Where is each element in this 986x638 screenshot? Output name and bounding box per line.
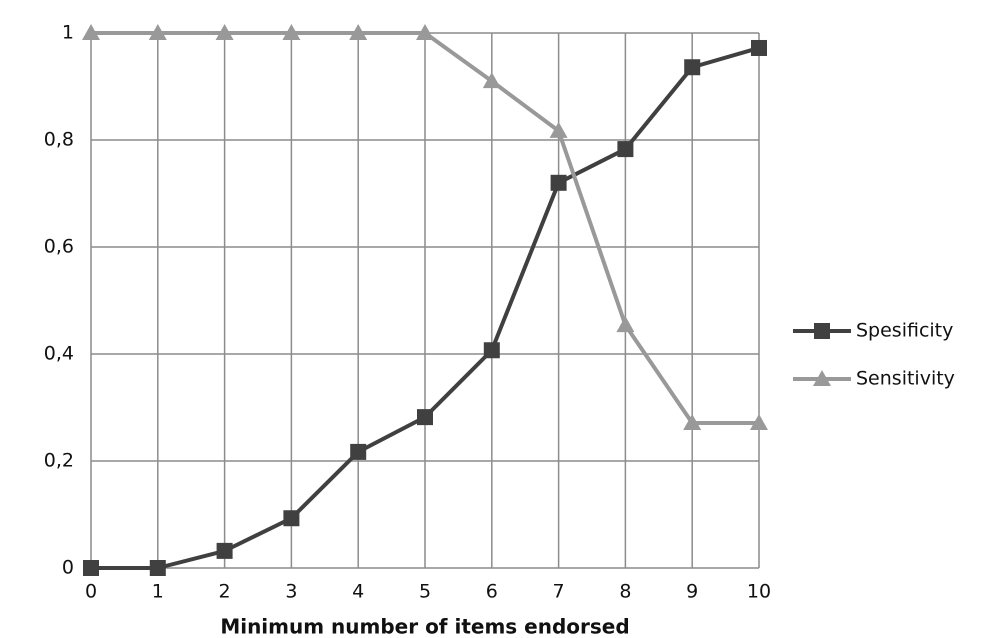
y-tick-label: 0,8 [44,129,74,151]
x-tick-label: 9 [686,581,698,603]
x-tick-label: 4 [352,581,364,603]
x-tick-label: 0 [85,581,97,603]
x-tick-label: 8 [619,581,631,603]
marker [616,316,635,333]
marker [282,24,301,40]
marker [417,409,433,426]
y-tick-label: 1 [62,22,74,44]
marker [813,370,831,386]
x-tick-label: 5 [419,581,431,603]
marker [283,510,300,527]
marker [216,542,233,559]
marker [82,24,100,40]
marker [549,121,568,138]
x-tick-label: 1 [152,581,164,603]
marker [684,59,701,76]
x-tick-label: 3 [285,581,297,603]
marker [83,560,99,576]
x-axis-title: Minimum number of items endorsed [220,615,629,638]
marker [683,414,702,431]
x-tick-label: 10 [747,581,771,603]
x-tick-label: 6 [486,581,498,603]
marker [550,174,567,191]
marker [483,342,500,359]
marker [617,141,634,158]
x-tick-label: 7 [553,581,565,603]
marker [149,560,166,576]
marker [215,24,234,40]
marker [814,323,830,339]
marker [482,72,501,89]
marker [349,24,368,40]
y-tick-label: 0,4 [44,343,74,365]
marker [350,443,367,460]
marker [751,39,767,56]
y-tick-label: 0 [62,557,74,579]
marker [750,414,768,431]
legend-label: Spesificity [856,320,953,342]
x-tick-label: 2 [219,581,231,603]
y-tick-label: 0,6 [44,236,74,258]
marker [148,24,167,40]
y-tick-label: 0,2 [44,450,74,472]
legend-label: Sensitivity [856,368,955,390]
marker [416,24,434,40]
